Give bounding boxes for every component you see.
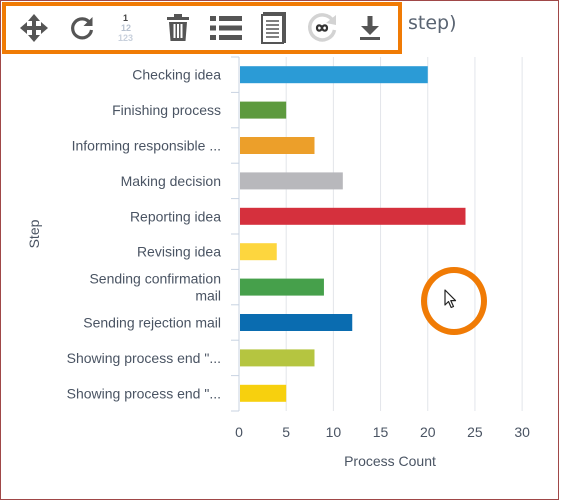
category-label: mail — [195, 288, 221, 304]
list-button[interactable] — [206, 8, 246, 48]
chart-toolbar: 1 12 123 — [2, 2, 402, 54]
bar — [240, 101, 287, 119]
x-tick-label: 5 — [282, 424, 290, 440]
x-tick-label: 20 — [420, 424, 436, 440]
category-label: Sending confirmation — [89, 271, 221, 287]
cursor-highlight-ring — [421, 267, 487, 335]
category-label: Sending rejection mail — [83, 315, 221, 331]
x-tick-label: 25 — [467, 424, 483, 440]
y-axis-title: Step — [26, 219, 42, 248]
category-label: Making decision — [121, 173, 221, 189]
bar — [240, 207, 466, 225]
svg-text:1: 1 — [123, 13, 128, 23]
category-label: Checking idea — [132, 67, 221, 83]
delete-button[interactable] — [158, 8, 198, 48]
category-label: Showing process end "... — [67, 385, 221, 401]
bar — [240, 314, 353, 331]
category-label: Reporting idea — [130, 208, 221, 224]
numbering-icon: 1 12 123 — [118, 13, 133, 43]
download-icon — [360, 16, 380, 40]
bar — [240, 278, 324, 296]
x-axis-title: Process Count — [344, 453, 436, 469]
bar — [240, 349, 315, 367]
numbering-button[interactable]: 1 12 123 — [110, 8, 150, 48]
bar — [240, 66, 428, 84]
x-tick-label: 15 — [373, 424, 389, 440]
category-label: Revising idea — [137, 244, 221, 260]
document-icon — [261, 12, 286, 44]
pan-button[interactable] — [14, 8, 54, 48]
infinity-icon — [308, 13, 337, 42]
trash-icon — [167, 14, 189, 41]
x-tick-label: 10 — [326, 424, 342, 440]
category-label: Informing responsible ... — [72, 138, 221, 154]
category-label: Finishing process — [112, 102, 221, 118]
bar — [240, 137, 315, 154]
x-tick-label: 0 — [235, 424, 243, 440]
refresh-icon — [71, 17, 94, 40]
svg-text:12: 12 — [121, 23, 131, 33]
mouse-pointer-icon — [444, 289, 457, 309]
list-icon — [210, 16, 242, 40]
refresh-button[interactable] — [62, 8, 102, 48]
document-button[interactable] — [254, 8, 294, 48]
bar — [240, 384, 287, 402]
chart-title-fragment: step) — [408, 12, 457, 34]
infinite-button[interactable] — [302, 8, 342, 48]
bar — [240, 243, 277, 261]
download-button[interactable] — [350, 8, 390, 48]
x-tick-label: 30 — [514, 424, 530, 440]
move-arrows-icon — [20, 14, 48, 42]
svg-text:123: 123 — [118, 33, 133, 43]
bar — [240, 172, 343, 190]
category-label: Showing process end "... — [67, 350, 221, 366]
